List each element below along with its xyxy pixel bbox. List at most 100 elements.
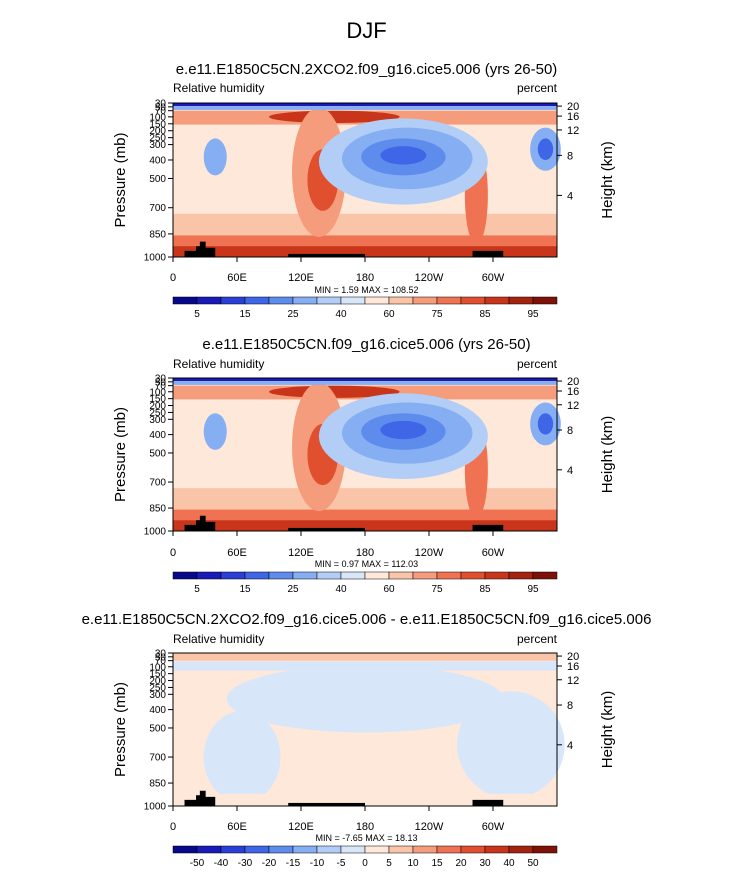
colorbar-swatch xyxy=(412,845,438,854)
colorbar-swatch xyxy=(292,845,318,854)
colorbar-swatch xyxy=(508,296,534,305)
x-tick-label: 60W xyxy=(482,547,505,559)
x-tick-label: 180 xyxy=(356,821,374,833)
y-right-axis-label: Height (km) xyxy=(599,141,616,219)
colorbar-swatch xyxy=(484,845,510,854)
y-right-tick-label: 20 xyxy=(567,376,579,388)
colorbar-swatch xyxy=(532,845,558,854)
y-tick-label: 500 xyxy=(149,448,166,459)
colorbar-swatch xyxy=(364,571,390,580)
right-label: percent xyxy=(517,81,558,95)
colorbar-label: -50 xyxy=(190,858,205,869)
colorbar-swatch xyxy=(172,845,198,854)
colorbar-swatch xyxy=(460,845,486,854)
x-tick-label: 120W xyxy=(415,547,444,559)
y-right-tick-label: 4 xyxy=(567,190,573,202)
panel-1: e.e11.E1850C5CN.2XCO2.f09_g16.cice5.006 … xyxy=(112,61,616,320)
x-tick-label: 60E xyxy=(227,272,247,284)
colorbar-swatch xyxy=(316,845,342,854)
colorbar-swatch xyxy=(220,296,246,305)
colorbar-swatch xyxy=(484,571,510,580)
colorbar-swatch xyxy=(244,845,270,854)
topography xyxy=(288,802,365,806)
x-tick-label: 120E xyxy=(288,547,314,559)
colorbar-label: 40 xyxy=(335,309,347,320)
x-tick-label: 60W xyxy=(482,821,505,833)
colorbar-swatch xyxy=(196,571,222,580)
topography xyxy=(288,527,365,531)
colorbar-label: 95 xyxy=(527,584,539,595)
panel-title: e.e11.E1850C5CN.2XCO2.f09_g16.cice5.006 … xyxy=(82,611,652,628)
y-tick-label: 50 xyxy=(155,377,167,388)
colorbar: 5 15 25 40 60 75 85 95 xyxy=(172,296,558,320)
colorbar: -50 -40 -30 -20 -15 -10 -5 0 5 10 15 20 30 40 50 xyxy=(172,845,558,869)
y-tick-label: 1000 xyxy=(144,527,167,538)
y-tick-label: 150 xyxy=(149,119,166,130)
colorbar-swatch xyxy=(508,845,534,854)
stats-text: MIN = 1.59 MAX = 108.52 xyxy=(314,285,418,295)
colorbar-label: 85 xyxy=(479,309,491,320)
colorbar-label: 5 xyxy=(194,584,200,595)
colorbar-label: 50 xyxy=(527,858,539,869)
colorbar-label: 25 xyxy=(287,309,299,320)
y-tick-label: 250 xyxy=(149,683,166,694)
field-band xyxy=(173,793,557,806)
contour-field xyxy=(173,103,561,257)
colorbar-swatch xyxy=(268,296,294,305)
x-tick-label: 120E xyxy=(288,272,314,284)
page-title: DJF xyxy=(346,18,387,43)
colorbar-swatch xyxy=(436,845,462,854)
y-tick-label: 700 xyxy=(149,203,166,214)
contour-field xyxy=(173,378,561,531)
colorbar-swatch xyxy=(412,571,438,580)
y-tick-label: 500 xyxy=(149,174,166,185)
field-band xyxy=(173,106,557,110)
colorbar-swatch xyxy=(364,296,390,305)
left-label: Relative humidity xyxy=(173,81,264,95)
y-tick-label: 400 xyxy=(149,705,166,716)
topography xyxy=(288,253,365,257)
y-tick-label: 500 xyxy=(149,723,166,734)
y-right-tick-label: 20 xyxy=(567,651,579,663)
y-tick-label: 250 xyxy=(149,408,166,419)
y-axis-label: Pressure (mb) xyxy=(112,682,129,777)
colorbar-swatch xyxy=(172,571,198,580)
x-tick-label: 60E xyxy=(227,547,247,559)
y-tick-label: 850 xyxy=(149,229,166,240)
y-tick-label: 70 xyxy=(155,656,167,667)
field-band xyxy=(173,381,557,385)
y-axis-label: Pressure (mb) xyxy=(112,407,129,502)
colorbar-label: 25 xyxy=(287,584,299,595)
y-right-tick-label: 4 xyxy=(567,465,573,477)
y-right-axis-label: Height (km) xyxy=(599,416,616,494)
y-right-tick-label: 20 xyxy=(567,101,579,113)
colorbar: 5 15 25 40 60 75 85 95 xyxy=(172,571,558,595)
y-tick-label: 100 xyxy=(149,387,166,398)
y-right-tick-label: 4 xyxy=(567,740,573,752)
y-right-tick-label: 16 xyxy=(567,661,579,673)
y-tick-label: 30 xyxy=(155,374,167,385)
colorbar-swatch xyxy=(388,296,414,305)
y-tick-label: 50 xyxy=(155,102,167,113)
colorbar-label: -5 xyxy=(337,858,346,869)
colorbar-swatch xyxy=(268,845,294,854)
x-tick-label: 60E xyxy=(227,821,247,833)
x-tick-label: 120E xyxy=(288,821,314,833)
colorbar-label: 15 xyxy=(431,858,443,869)
colorbar-label: 10 xyxy=(407,858,419,869)
x-tick-label: 120W xyxy=(415,272,444,284)
x-tick-label: 0 xyxy=(170,272,176,284)
colorbar-swatch xyxy=(196,296,222,305)
x-tick-label: 180 xyxy=(356,547,374,559)
colorbar-swatch xyxy=(316,296,342,305)
field-blob xyxy=(537,413,554,435)
colorbar-swatch xyxy=(340,296,366,305)
colorbar-swatch xyxy=(292,571,318,580)
y-tick-label: 70 xyxy=(155,381,167,392)
colorbar-label: 75 xyxy=(431,584,443,595)
field-band xyxy=(173,246,557,257)
colorbar-swatch xyxy=(412,296,438,305)
y-tick-label: 50 xyxy=(155,652,167,663)
colorbar-label: -10 xyxy=(310,858,325,869)
